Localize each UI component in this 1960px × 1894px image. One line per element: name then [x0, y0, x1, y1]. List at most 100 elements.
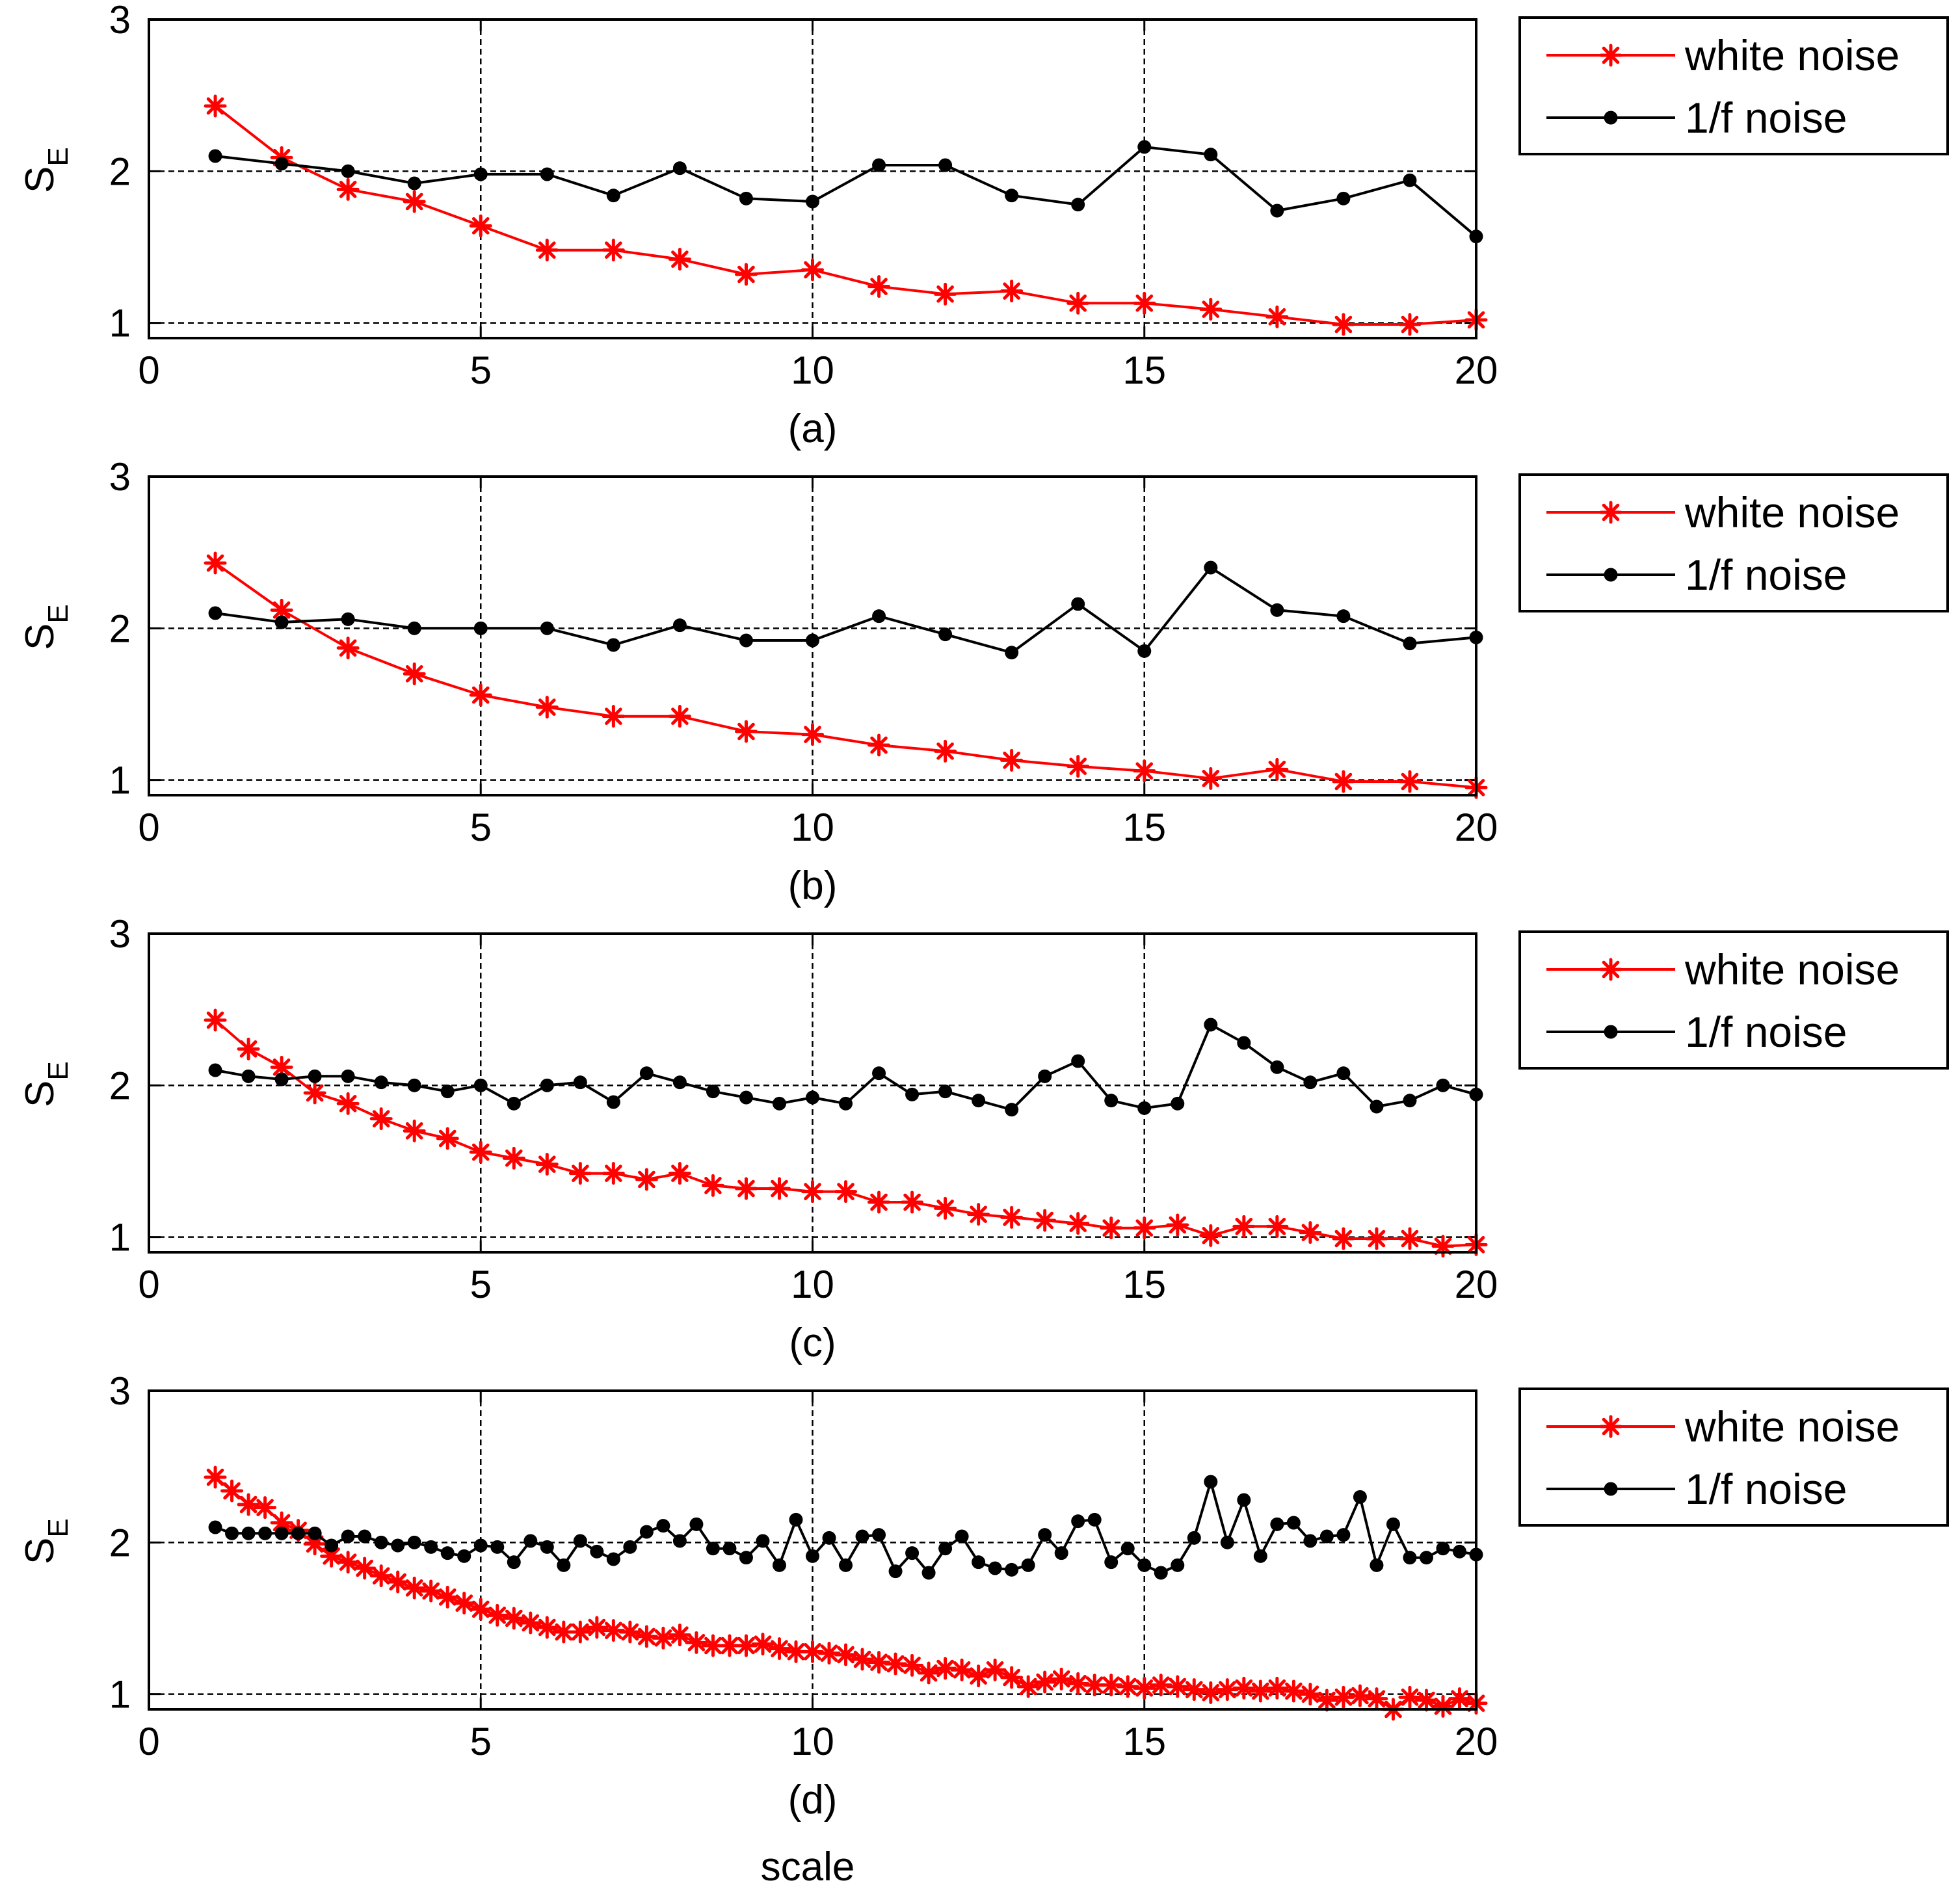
data-point	[490, 1540, 505, 1554]
y-axis-label-main: S	[18, 1081, 62, 1107]
data-point	[407, 1535, 421, 1549]
panel-label: (d)	[788, 1778, 838, 1822]
legend-marker	[1599, 44, 1622, 67]
x-tick-label: 0	[138, 349, 159, 392]
data-point	[672, 618, 687, 633]
data-point	[938, 1085, 953, 1099]
data-point	[867, 1190, 891, 1214]
plot-area	[148, 932, 1477, 1254]
y-tick-label: 2	[109, 607, 131, 650]
data-point	[1005, 646, 1019, 660]
legend-label: 1/f noise	[1685, 1465, 1847, 1513]
y-axis-label-subscript: E	[42, 1518, 74, 1537]
legend-marker	[1604, 1025, 1618, 1039]
data-point	[1398, 313, 1422, 336]
data-point	[1353, 1490, 1367, 1504]
y-tick-label: 1	[109, 302, 131, 345]
legend-label: white noise	[1684, 31, 1900, 79]
data-point	[568, 1620, 592, 1644]
data-point	[507, 1096, 521, 1111]
data-point	[486, 1603, 509, 1627]
data-point	[407, 1078, 421, 1092]
data-point	[1403, 637, 1417, 651]
data-point	[938, 158, 953, 172]
data-point	[540, 167, 554, 181]
data-point	[258, 1526, 272, 1540]
y-axis-label-main: S	[18, 1538, 62, 1564]
panel-d: 0 5 10 15 20 1 2 3 SE (d) white noise 1/f noise	[18, 1369, 1949, 1822]
data-point	[590, 1544, 604, 1559]
x-tick-label: 5	[470, 1720, 492, 1763]
y-axis-label-subscript: E	[42, 604, 74, 623]
y-tick-label: 1	[109, 759, 131, 802]
series-1f-noise	[208, 560, 1483, 660]
data-point	[540, 1078, 554, 1092]
data-point	[888, 1564, 903, 1579]
data-point	[1403, 173, 1417, 187]
data-point	[1005, 1103, 1019, 1117]
x-tick-label: 15	[1122, 1720, 1166, 1763]
data-point	[237, 1493, 260, 1516]
data-point	[851, 1648, 874, 1671]
data-point	[507, 1555, 521, 1570]
legend-entry: white noise	[1546, 31, 1900, 79]
data-point	[1033, 1209, 1057, 1232]
data-point	[502, 1607, 525, 1630]
data-point	[1336, 1066, 1351, 1081]
data-point	[734, 720, 758, 743]
data-point	[1370, 1099, 1384, 1114]
data-point	[1270, 1517, 1284, 1531]
data-point	[1436, 1078, 1450, 1092]
data-point	[274, 1526, 289, 1540]
data-point	[652, 1626, 675, 1650]
data-point	[1336, 609, 1351, 624]
data-point	[983, 1658, 1007, 1681]
data-point	[1303, 1075, 1318, 1090]
data-point	[523, 1534, 538, 1548]
data-point	[1133, 1676, 1156, 1700]
data-point	[1365, 1227, 1388, 1250]
data-point	[967, 1203, 990, 1226]
data-point	[901, 1653, 924, 1677]
y-tick-label: 2	[109, 1521, 131, 1564]
data-point	[303, 1532, 326, 1556]
x-tick-label: 10	[791, 1720, 834, 1763]
data-point	[801, 723, 824, 746]
legend-marker	[1599, 501, 1622, 524]
legend-label: white noise	[1684, 945, 1900, 993]
data-point	[535, 696, 559, 719]
data-point	[254, 1496, 277, 1519]
data-point	[672, 1534, 687, 1548]
data-point	[623, 1540, 637, 1554]
data-point	[1431, 1694, 1455, 1718]
data-point	[535, 1616, 559, 1639]
data-point	[204, 551, 227, 575]
y-axis-label: SE	[18, 147, 74, 193]
legend-marker	[1604, 1482, 1618, 1496]
data-point	[855, 1529, 869, 1544]
panel-a: 0 5 10 15 20 1 2 3 SE (a) white noise 1/f noise	[18, 0, 1949, 451]
data-point	[739, 191, 753, 205]
data-point	[606, 1095, 620, 1109]
data-point	[204, 1008, 227, 1032]
data-point	[1370, 1558, 1384, 1572]
data-point	[934, 739, 957, 763]
data-point	[1133, 1217, 1156, 1240]
legend-label: white noise	[1684, 1402, 1900, 1451]
data-point	[436, 1585, 459, 1609]
legend-marker	[1604, 111, 1618, 125]
panel-b: 0 5 10 15 20 1 2 3 SE (b) white noise 1/f noise	[18, 455, 1949, 908]
data-point	[1398, 1685, 1422, 1709]
data-point	[639, 1525, 654, 1539]
data-point	[1166, 1675, 1189, 1698]
data-point	[672, 161, 687, 176]
data-point	[767, 1177, 791, 1200]
data-point	[1270, 204, 1284, 218]
data-point	[950, 1658, 973, 1681]
data-point	[1066, 755, 1090, 778]
data-point	[1000, 1205, 1024, 1229]
data-point	[469, 1598, 492, 1621]
y-tick-label: 1	[109, 1216, 131, 1259]
panel-label: (b)	[788, 863, 838, 908]
